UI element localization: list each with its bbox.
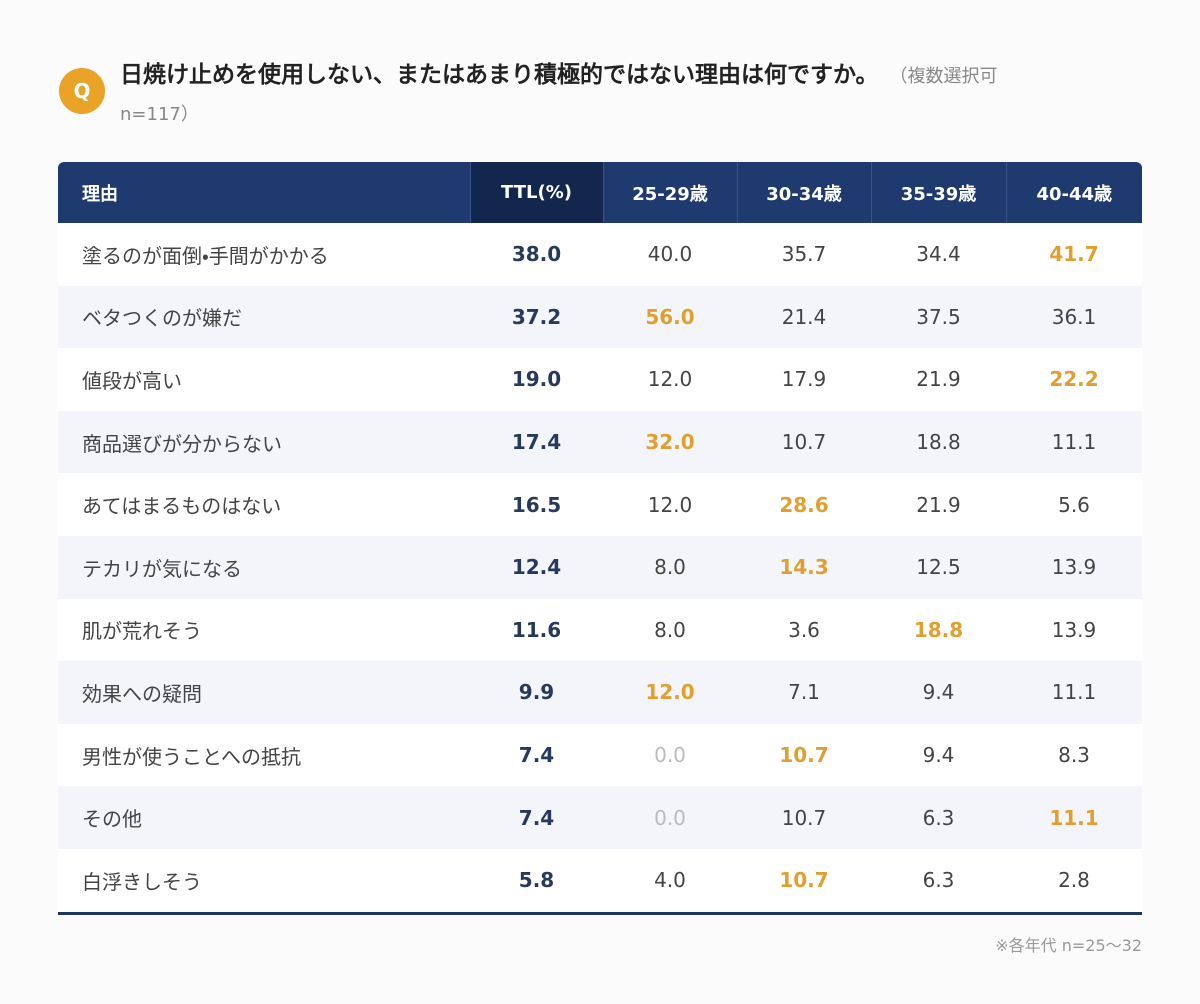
cell-value: 7.4: [470, 723, 603, 787]
header-row: 理由 TTL(%) 25-29歳 30-34歳 35-39歳 40-44歳: [58, 162, 1142, 223]
cell-value: 17.4: [470, 410, 603, 474]
cell-value: 11.1: [1006, 410, 1142, 474]
cell-value: 21.9: [871, 348, 1006, 411]
cell-value: 21.4: [737, 285, 871, 349]
cell-value: 12.0: [603, 473, 737, 536]
table-row: 商品選びが分からない 17.4 32.0 10.7 18.8 11.1: [58, 410, 1142, 474]
cell-value: 36.1: [1006, 285, 1142, 349]
cell-value: 10.7: [737, 786, 871, 849]
column-header: 35-39歳: [870, 162, 1006, 223]
title: 日焼け止めを使用しない、またはあまり積極的ではない理由は何ですか。: [120, 62, 879, 88]
cell-value: 14.3: [737, 535, 871, 599]
table-body: 塗るのが面倒・手間がかかる 38.0 40.0 35.7 34.4 41.7 ベタつくのが嫌…: [58, 223, 1142, 914]
column-header: 理由: [58, 162, 470, 223]
row-label: 白浮きしそう: [58, 848, 470, 914]
cell-value: 12.4: [470, 535, 603, 599]
row-label: 値段が高い: [58, 348, 470, 411]
cell-value: 28.6: [737, 473, 871, 536]
cell-value: 6.3: [871, 786, 1006, 849]
cell-value: 16.5: [470, 473, 603, 536]
table-row: 白浮きしそう 5.8 4.0 10.7 6.3 2.8: [58, 848, 1142, 914]
note: （複数選択可 n=117）: [120, 66, 998, 125]
cell-value: 12.5: [871, 535, 1006, 599]
table-row: 肌が荒れそう 11.6 8.0 3.6 18.8 13.9: [58, 598, 1142, 662]
table-row: 塗るのが面倒・手間がかかる 38.0 40.0 35.7 34.4 41.7: [58, 223, 1142, 286]
cell-value: 38.0: [470, 223, 603, 286]
cell-value: 18.8: [871, 410, 1006, 474]
cell-value: 18.8: [871, 598, 1006, 662]
column-header: 30-34歳: [736, 162, 871, 223]
cell-value: 9.9: [470, 661, 603, 724]
row-label: その他: [58, 786, 470, 849]
cell-value: 8.0: [603, 535, 737, 599]
row-label: 塗るのが面倒・手間がかかる: [58, 223, 470, 286]
column-header: TTL(%): [469, 162, 603, 223]
cell-value: 8.3: [1006, 723, 1142, 787]
cell-value: 40.0: [603, 223, 737, 286]
cell-value: 5.8: [470, 848, 603, 914]
cell-value: 22.2: [1006, 348, 1142, 411]
q-icon: Q: [59, 68, 105, 114]
column-header: 25-29歳: [602, 162, 737, 223]
cell-value: 56.0: [603, 285, 737, 349]
cell-value: 10.7: [737, 723, 871, 787]
cell-value: 11.1: [1006, 661, 1142, 724]
cell-value: 13.9: [1006, 598, 1142, 662]
row-label: ベタつくのが嫌だ: [58, 285, 470, 349]
cell-value: 21.9: [871, 473, 1006, 536]
cell-value: 8.0: [603, 598, 737, 662]
table-row: その他 7.4 0.0 10.7 6.3 11.1: [58, 786, 1142, 849]
cell-value: 32.0: [603, 410, 737, 474]
cell-value: 10.7: [737, 848, 871, 914]
row-label: 肌が荒れそう: [58, 598, 470, 662]
cell-value: 19.0: [470, 348, 603, 411]
cell-value: 0.0: [603, 786, 737, 849]
row-label: 商品選びが分からない: [58, 410, 470, 474]
cell-value: 17.9: [737, 348, 871, 411]
cell-value: 12.0: [603, 661, 737, 724]
cell-value: 9.4: [871, 723, 1006, 787]
cell-value: 5.6: [1006, 473, 1142, 536]
cell-value: 13.9: [1006, 535, 1142, 599]
row-label: 効果への疑問: [58, 661, 470, 724]
column-header: 40-44歳: [1005, 162, 1142, 223]
cell-value: 9.4: [871, 661, 1006, 724]
table-row: あてはまるものはない 16.5 12.0 28.6 21.9 5.6: [58, 473, 1142, 536]
table-row: ベタつくのが嫌だ 37.2 56.0 21.4 37.5 36.1: [58, 285, 1142, 349]
row-label: 男性が使うことへの抵抗: [58, 723, 470, 787]
table: 理由 TTL(%) 25-29歳 30-34歳 35-39歳 40-44歳 塗るのが面倒・…: [58, 162, 1142, 915]
header: 日焼け止めを使用しない、またはあまり積極的ではない理由は何ですか。 （複数選択可 …: [120, 56, 1060, 134]
table-row: 効果への疑問 9.9 12.0 7.1 9.4 11.1: [58, 661, 1142, 724]
cell-value: 41.7: [1006, 223, 1142, 286]
cell-value: 7.4: [470, 786, 603, 849]
cell-value: 11.6: [470, 598, 603, 662]
cell-value: 7.1: [737, 661, 871, 724]
table-row: 男性が使うことへの抵抗 7.4 0.0 10.7 9.4 8.3: [58, 723, 1142, 787]
table-row: テカリが気になる 12.4 8.0 14.3 12.5 13.9: [58, 535, 1142, 599]
footnote: ※各年代 n=25〜32: [995, 936, 1142, 955]
cell-value: 4.0: [603, 848, 737, 914]
cell-value: 0.0: [603, 723, 737, 787]
cell-value: 6.3: [871, 848, 1006, 914]
cell-value: 2.8: [1006, 848, 1142, 914]
cell-value: 37.5: [871, 285, 1006, 349]
cell-value: 35.7: [737, 223, 871, 286]
cell-value: 11.1: [1006, 786, 1142, 849]
cell-value: 10.7: [737, 410, 871, 474]
row-label: あてはまるものはない: [58, 473, 470, 536]
table-row: 値段が高い 19.0 12.0 17.9 21.9 22.2: [58, 348, 1142, 411]
cell-value: 34.4: [871, 223, 1006, 286]
row-label: テカリが気になる: [58, 535, 470, 599]
cell-value: 37.2: [470, 285, 603, 349]
cell-value: 12.0: [603, 348, 737, 411]
cell-value: 3.6: [737, 598, 871, 662]
